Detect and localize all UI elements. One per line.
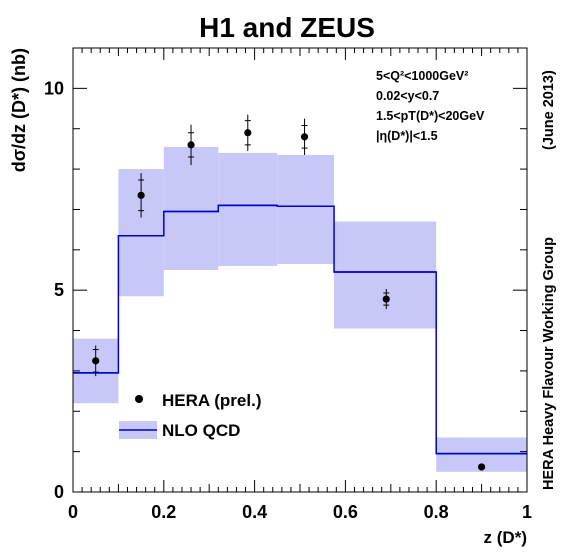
- side-label: HERA Heavy Flavour Working Group: [541, 237, 557, 490]
- kinematic-cuts: 5<Q²<1000GeV² 0.02<y<0.7 1.5<pT(D*)<20GeV |…: [376, 69, 485, 143]
- point-marker: [244, 129, 252, 137]
- data-point-4: [300, 118, 309, 155]
- x-tick-label: 0: [68, 502, 78, 522]
- point-marker: [137, 191, 145, 199]
- date-label: (June 2013): [541, 70, 557, 150]
- data-point-2: [187, 124, 195, 166]
- point-marker: [382, 295, 390, 303]
- band-bin-3: [218, 152, 278, 266]
- point-marker: [187, 141, 195, 149]
- nlo-uncertainty-bands: [73, 146, 527, 472]
- x-tick-label: 0.6: [333, 502, 358, 522]
- data-point-1: [137, 173, 145, 218]
- point-marker: [478, 463, 486, 471]
- x-axis-label: z (D*): [484, 528, 527, 547]
- band-bin-5: [334, 221, 437, 329]
- legend-label-data: HERA (prel.): [162, 391, 262, 410]
- chart-title: H1 and ZEUS: [199, 12, 375, 43]
- kinematic-cut-1: 0.02<y<0.7: [376, 89, 439, 103]
- kinematic-cut-3: |η(D*)|<1.5: [376, 129, 438, 143]
- band-bin-2: [163, 146, 219, 270]
- data-point-0: [92, 345, 100, 377]
- kinematic-cut-0: 5<Q²<1000GeV²: [376, 69, 468, 83]
- kinematic-cut-2: 1.5<pT(D*)<20GeV: [376, 109, 485, 123]
- data-point-5: [382, 288, 390, 310]
- x-tick-label: 0.4: [242, 502, 267, 522]
- data-point-6: [478, 463, 486, 471]
- y-tick-label: 5: [54, 280, 64, 300]
- x-tick-label: 1: [522, 502, 532, 522]
- y-tick-label: 10: [44, 78, 64, 98]
- legend-point-marker: [135, 395, 143, 403]
- band-bin-4: [277, 154, 335, 264]
- y-tick-label: 0: [54, 482, 64, 502]
- x-tick-label: 0.2: [151, 502, 176, 522]
- data-point-3: [244, 114, 252, 151]
- nlo-central-line: [73, 204, 527, 455]
- legend-label-nlo: NLO QCD: [162, 421, 240, 440]
- y-axis-label: dσ/dz (D*) (nb): [9, 48, 29, 172]
- legend: HERA (prel.) NLO QCD: [119, 391, 262, 440]
- hera-data-points: [92, 114, 486, 471]
- point-marker: [300, 133, 309, 141]
- x-tick-label: 0.8: [424, 502, 449, 522]
- point-marker: [92, 357, 100, 365]
